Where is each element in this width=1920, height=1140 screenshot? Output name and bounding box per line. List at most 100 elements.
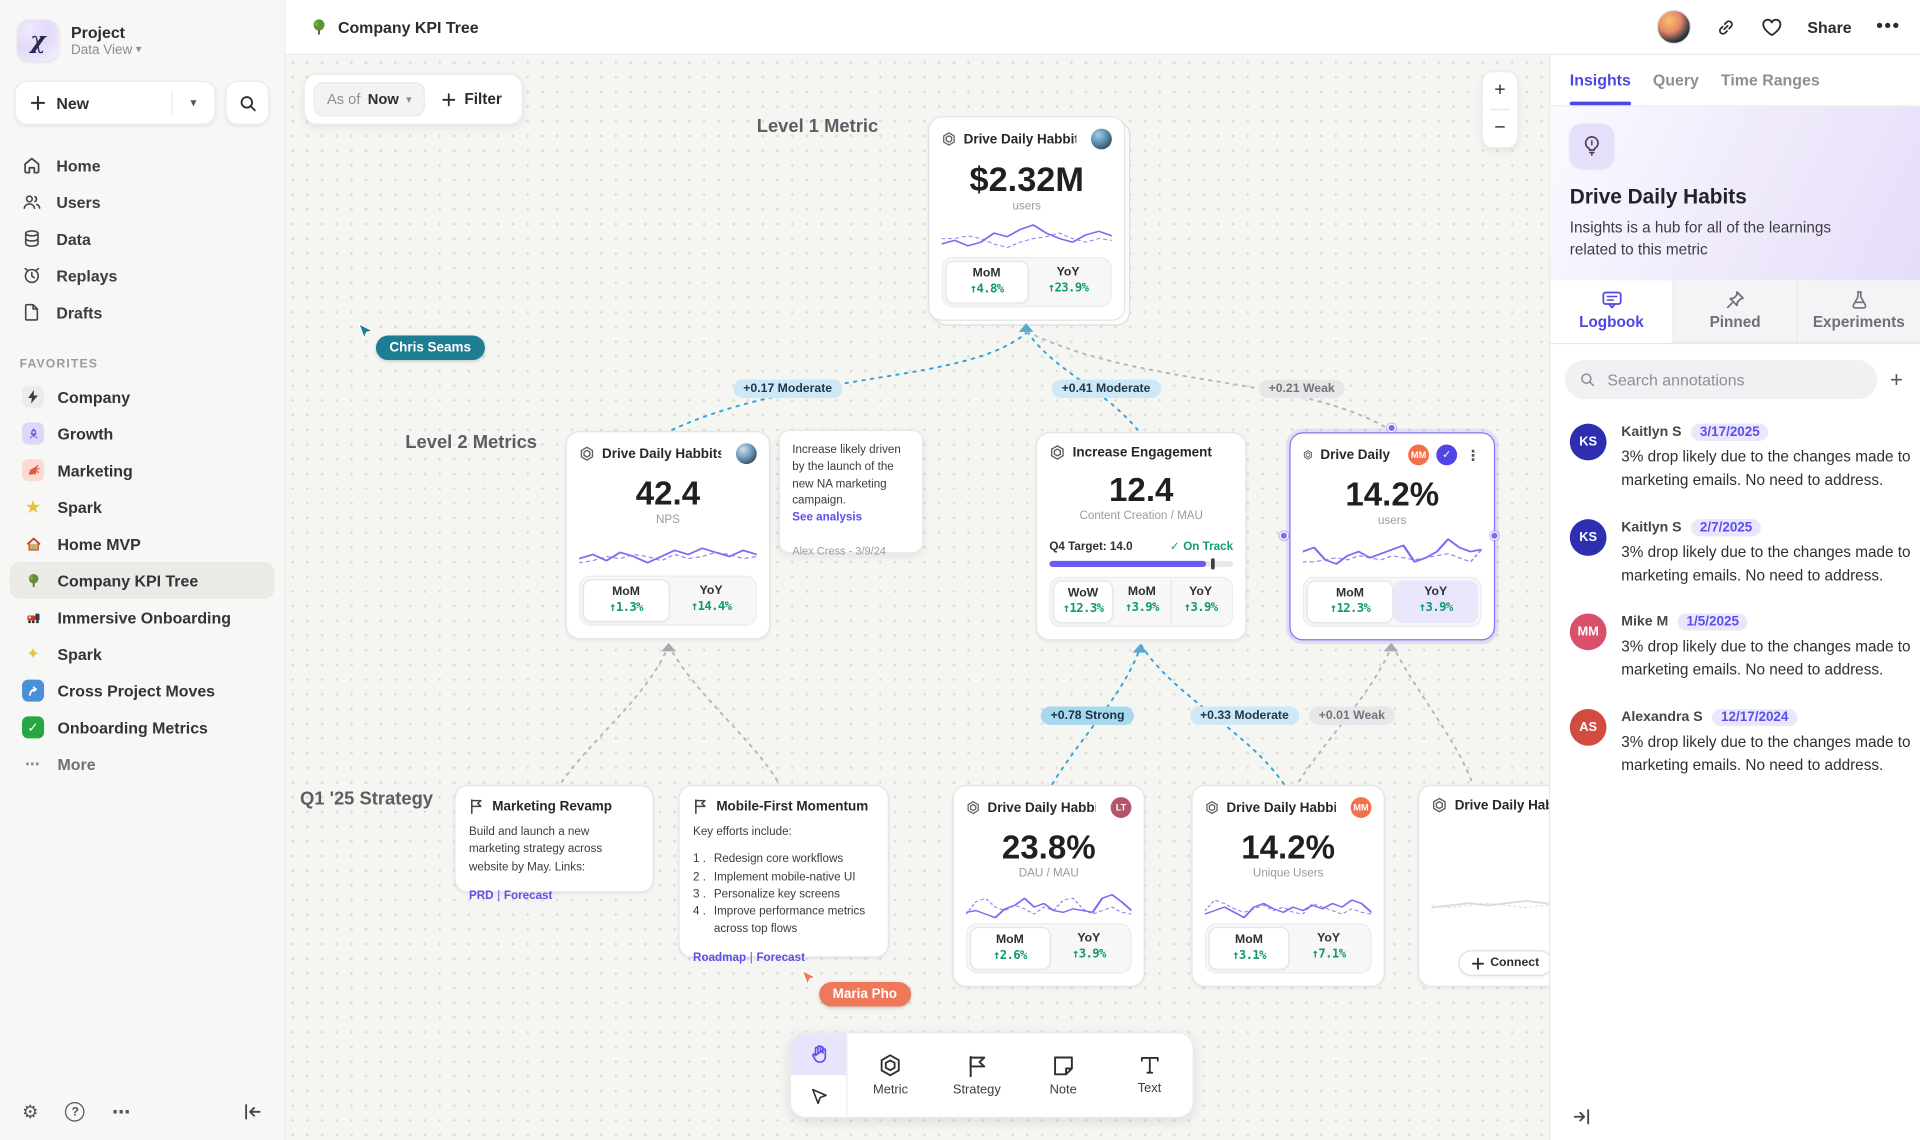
canvas-note[interactable]: Increase likely driven by the launch of … xyxy=(778,429,924,557)
annotation-item[interactable]: KS Kaitlyn S 2/7/2025 3% drop likely due… xyxy=(1569,518,1911,587)
project-switcher[interactable]: χ Project Data View ▾ xyxy=(0,0,284,73)
roadmap-link[interactable]: Roadmap xyxy=(693,950,747,965)
strategy-card-marketing-revamp[interactable]: Marketing Revamp Build and launch a new … xyxy=(454,784,654,902)
zoom-out-button[interactable]: − xyxy=(1494,117,1506,139)
sidebar-item-spark-2[interactable]: ✦ Spark xyxy=(10,636,274,673)
as-of-selector[interactable]: As of Now ▾ xyxy=(313,82,426,117)
sidebar-item-replays[interactable]: Replays xyxy=(10,257,274,294)
new-button[interactable]: New ▾ xyxy=(14,80,216,125)
stat-mom[interactable]: MoM ↑2.6% xyxy=(969,926,1050,970)
metric-card-dau-mau[interactable]: Drive Daily Habbits LT 23.8% DAU / MAU M… xyxy=(952,784,1145,987)
collaborator-badge[interactable]: MM xyxy=(1408,444,1429,466)
stat-yoy[interactable]: YoY ↑3.9% xyxy=(1393,580,1478,624)
new-dropdown-button[interactable]: ▾ xyxy=(173,96,215,109)
prd-link[interactable]: PRD xyxy=(468,888,494,903)
sidebar-item-home[interactable]: Home xyxy=(10,147,274,184)
tab-experiments[interactable]: Experiments xyxy=(1796,280,1920,344)
sidebar-item-users[interactable]: Users xyxy=(10,184,274,221)
collapse-arrow[interactable] xyxy=(661,642,676,652)
more-options-icon[interactable]: ••• xyxy=(1876,15,1901,37)
note-tool-button[interactable]: Note xyxy=(1020,1033,1106,1116)
metric-tool-button[interactable]: Metric xyxy=(847,1033,933,1116)
owner-avatar[interactable] xyxy=(735,443,757,465)
sidebar-item-company[interactable]: Company xyxy=(10,378,274,415)
stat-mom[interactable]: MoM ↑1.3% xyxy=(582,579,670,623)
metric-card-selected[interactable]: Drive Daily Habb.. MM ✓ ⋮ 14.2% users Mo… xyxy=(1289,432,1496,641)
hand-tool-button[interactable] xyxy=(791,1033,847,1076)
search-button[interactable] xyxy=(225,80,270,125)
selection-handle-left[interactable] xyxy=(1279,531,1289,540)
sidebar-item-data[interactable]: Data xyxy=(10,220,274,257)
see-analysis-link[interactable]: See analysis xyxy=(792,510,863,525)
link-separator: | xyxy=(497,888,501,903)
metric-card-root[interactable]: Drive Daily Habbits $2.32M users MoM ↑4.8… xyxy=(928,116,1126,321)
sidebar-item-immersive-onboarding[interactable]: Immersive Onboarding xyxy=(10,599,274,636)
owner-avatar[interactable] xyxy=(1091,128,1112,150)
stat-wow[interactable]: WoW ↑12.3% xyxy=(1053,580,1114,624)
strategy-tool-button[interactable]: Strategy xyxy=(934,1033,1020,1116)
tab-time-ranges[interactable]: Time Ranges xyxy=(1720,71,1820,90)
annotation-item[interactable]: MM Mike M 1/5/2025 3% drop likely due to… xyxy=(1569,613,1911,682)
add-annotation-button[interactable]: + xyxy=(1889,367,1903,393)
tab-query[interactable]: Query xyxy=(1652,71,1699,90)
sidebar-item-drafts[interactable]: Drafts xyxy=(10,294,274,331)
stat-yoy[interactable]: YoY ↑14.4% xyxy=(690,584,732,614)
metric-card-nps[interactable]: Drive Daily Habbits 42.4 NPS MoM ↑1.3% Yo… xyxy=(565,431,771,640)
more-options-icon[interactable]: ⋯ xyxy=(111,1102,131,1123)
user-avatar[interactable] xyxy=(1656,9,1692,45)
forecast-link[interactable]: Forecast xyxy=(756,950,805,965)
sidebar-item-spark[interactable]: ★ Spark xyxy=(10,489,274,526)
sidebar-item-label: Data xyxy=(56,229,91,248)
select-tool-button[interactable] xyxy=(791,1075,846,1117)
stat-mom[interactable]: MoM ↑3.9% xyxy=(1124,585,1159,615)
annotation-search[interactable] xyxy=(1564,360,1878,400)
strategy-card-mobile-first[interactable]: Mobile-First Momentum Key efforts includ… xyxy=(678,784,889,964)
collapse-arrow[interactable] xyxy=(1132,644,1148,653)
sidebar-item-growth[interactable]: Growth xyxy=(10,415,274,452)
stat-yoy[interactable]: YoY ↑7.1% xyxy=(1311,931,1346,962)
metric-card-engagement[interactable]: Increase Engagement 12.4 Content Creatio… xyxy=(1035,432,1247,641)
filter-button[interactable]: Filter xyxy=(437,86,506,113)
flag-icon xyxy=(695,799,706,814)
tab-pinned[interactable]: Pinned xyxy=(1672,280,1797,344)
share-button[interactable]: Share xyxy=(1807,17,1852,37)
kpi-tree-canvas[interactable]: As of Now ▾ Filter + − Level 1 Metric Le… xyxy=(285,55,1549,1140)
annotation-item[interactable]: AS Alexandra S 12/17/2024 3% drop likely… xyxy=(1569,708,1911,777)
settings-gear-icon[interactable]: ⚙ xyxy=(22,1102,39,1123)
stat-yoy[interactable]: YoY ↑3.9% xyxy=(1170,580,1230,624)
copy-link-icon[interactable] xyxy=(1716,17,1737,38)
collapse-panel-icon[interactable] xyxy=(1570,1108,1592,1125)
tab-logbook[interactable]: Logbook xyxy=(1550,280,1673,344)
favorite-heart-icon[interactable] xyxy=(1761,17,1783,38)
kebab-menu-icon[interactable]: ⋮ xyxy=(1465,446,1481,464)
sidebar-item-cross-project-moves[interactable]: Cross Project Moves xyxy=(10,672,274,709)
workspace-switcher[interactable]: Data View ▾ xyxy=(71,43,141,58)
selection-handle-right[interactable] xyxy=(1490,531,1499,540)
metric-card-unique-users[interactable]: Drive Daily Habbits MM 14.2% Unique User… xyxy=(1191,784,1385,987)
sidebar-item-more[interactable]: ⋯ More xyxy=(10,746,274,783)
stat-mom[interactable]: MoM ↑3.1% xyxy=(1208,926,1290,970)
collaborator-badge[interactable]: MM xyxy=(1350,797,1372,818)
search-annotations-input[interactable] xyxy=(1604,369,1864,391)
selection-handle-top[interactable] xyxy=(1387,423,1396,433)
tab-insights[interactable]: Insights xyxy=(1569,55,1631,106)
collaborator-badge[interactable]: LT xyxy=(1110,797,1132,818)
sidebar-item-company-kpi-tree[interactable]: Company KPI Tree xyxy=(9,562,275,599)
collapse-arrow[interactable] xyxy=(1018,323,1034,332)
stat-yoy[interactable]: YoY ↑3.9% xyxy=(1071,931,1106,962)
stat-mom[interactable]: MoM ↑4.8% xyxy=(945,260,1028,304)
strategy-intro: Key efforts include: xyxy=(693,825,792,839)
sidebar-item-home-mvp[interactable]: Home MVP xyxy=(10,525,274,562)
sidebar-item-marketing[interactable]: Marketing xyxy=(10,452,274,489)
forecast-link[interactable]: Forecast xyxy=(503,888,553,903)
annotation-item[interactable]: KS Kaitlyn S 3/17/2025 3% drop likely du… xyxy=(1569,423,1911,492)
connect-button[interactable]: Connect xyxy=(1458,950,1549,976)
stat-mom[interactable]: MoM ↑12.3% xyxy=(1306,580,1394,624)
text-tool-button[interactable]: Text xyxy=(1106,1033,1192,1116)
zoom-in-button[interactable]: + xyxy=(1494,79,1506,101)
collapse-sidebar-icon[interactable] xyxy=(244,1103,262,1120)
sidebar-item-onboarding-metrics[interactable]: ✓ Onboarding Metrics xyxy=(10,709,274,746)
stat-yoy[interactable]: YoY ↑23.9% xyxy=(1047,265,1089,296)
help-icon[interactable]: ? xyxy=(65,1102,86,1122)
collapse-arrow[interactable] xyxy=(1383,642,1399,652)
